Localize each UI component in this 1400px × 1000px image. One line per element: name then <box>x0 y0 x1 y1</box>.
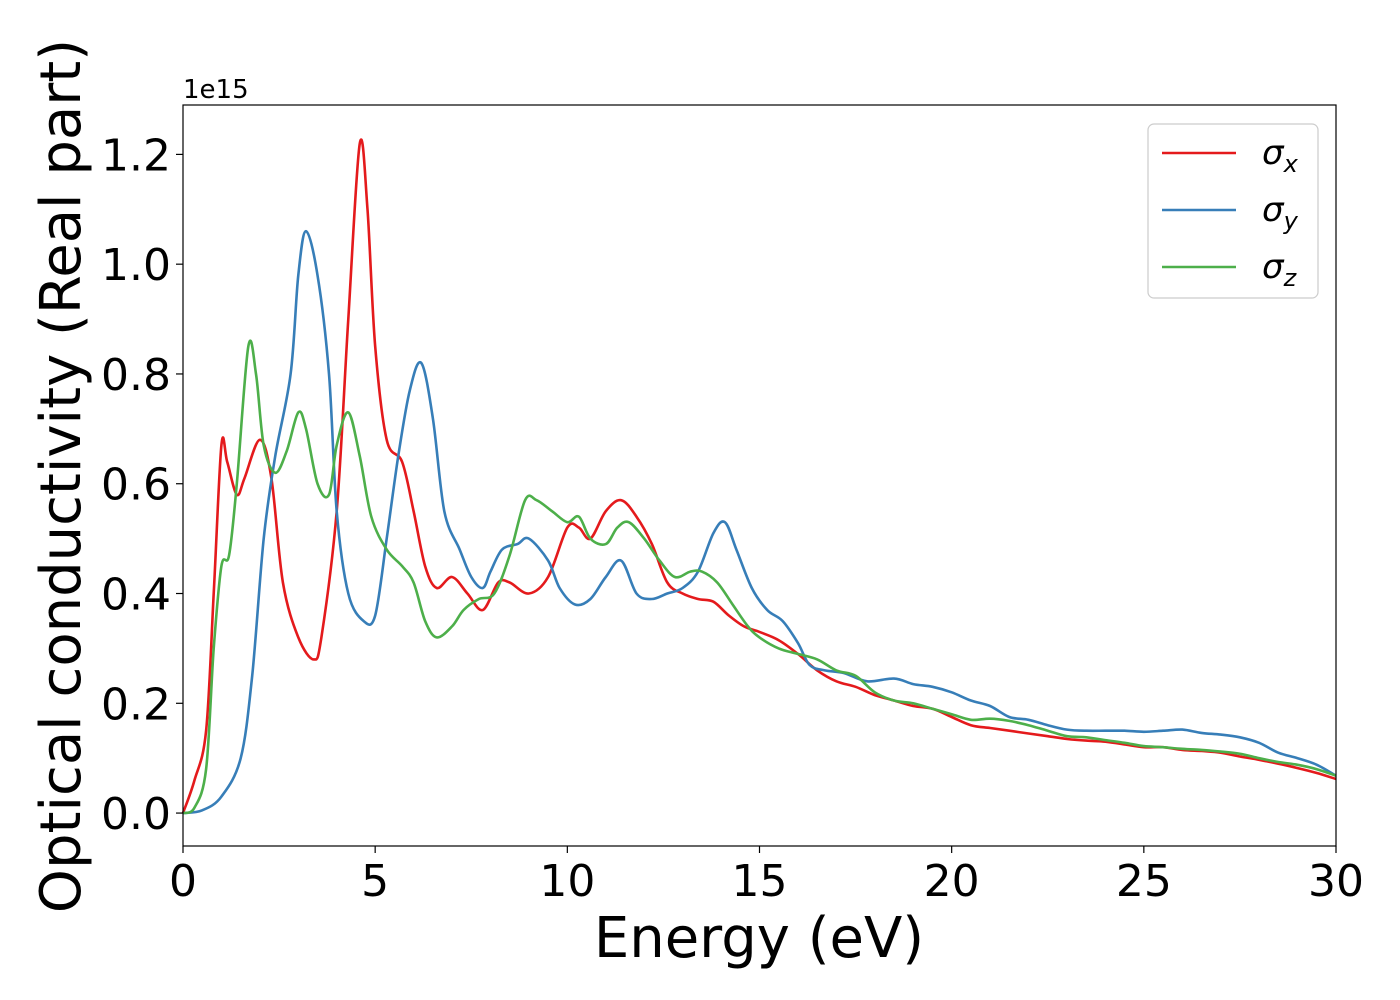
y-tick-label: 0.2 <box>101 679 171 730</box>
x-tick-label: 0 <box>169 856 197 907</box>
y-tick-label: 0.4 <box>101 570 171 621</box>
series-line-y <box>182 229 1337 815</box>
legend: σx σy σz <box>1147 123 1319 299</box>
legend-label-x: σx <box>1262 133 1299 178</box>
x-tick-label: 15 <box>732 856 788 907</box>
y-tick-label: 0.6 <box>101 460 171 511</box>
x-tick-label: 5 <box>361 856 389 907</box>
x-tick-label: 25 <box>1116 856 1172 907</box>
legend-label-z: σz <box>1262 247 1298 292</box>
series-layer <box>181 138 1337 815</box>
y-tick-label: 0.0 <box>101 789 171 840</box>
x-tick-label: 30 <box>1308 856 1364 907</box>
y-tick-label: 0.8 <box>101 350 171 401</box>
x-tick-label: 10 <box>539 856 595 907</box>
series-line-x <box>181 138 1337 814</box>
y-tick-label: 1.2 <box>101 130 171 181</box>
y-tick-label: 1.0 <box>101 240 171 291</box>
legend-label-y: σy <box>1262 190 1299 235</box>
series-line-z <box>182 339 1337 815</box>
y-offset-label: 1e15 <box>183 75 249 105</box>
y-axis-ticks: 0.0 0.2 0.4 0.6 0.8 1.0 1.2 <box>101 130 183 840</box>
x-tick-label: 20 <box>924 856 980 907</box>
plot-area <box>183 105 1336 846</box>
y-axis-title: Optical conductivity (Real part) <box>29 39 94 913</box>
x-axis-ticks: 0 5 10 15 20 25 30 <box>169 846 1364 907</box>
x-axis-title: Energy (eV) <box>594 906 924 971</box>
